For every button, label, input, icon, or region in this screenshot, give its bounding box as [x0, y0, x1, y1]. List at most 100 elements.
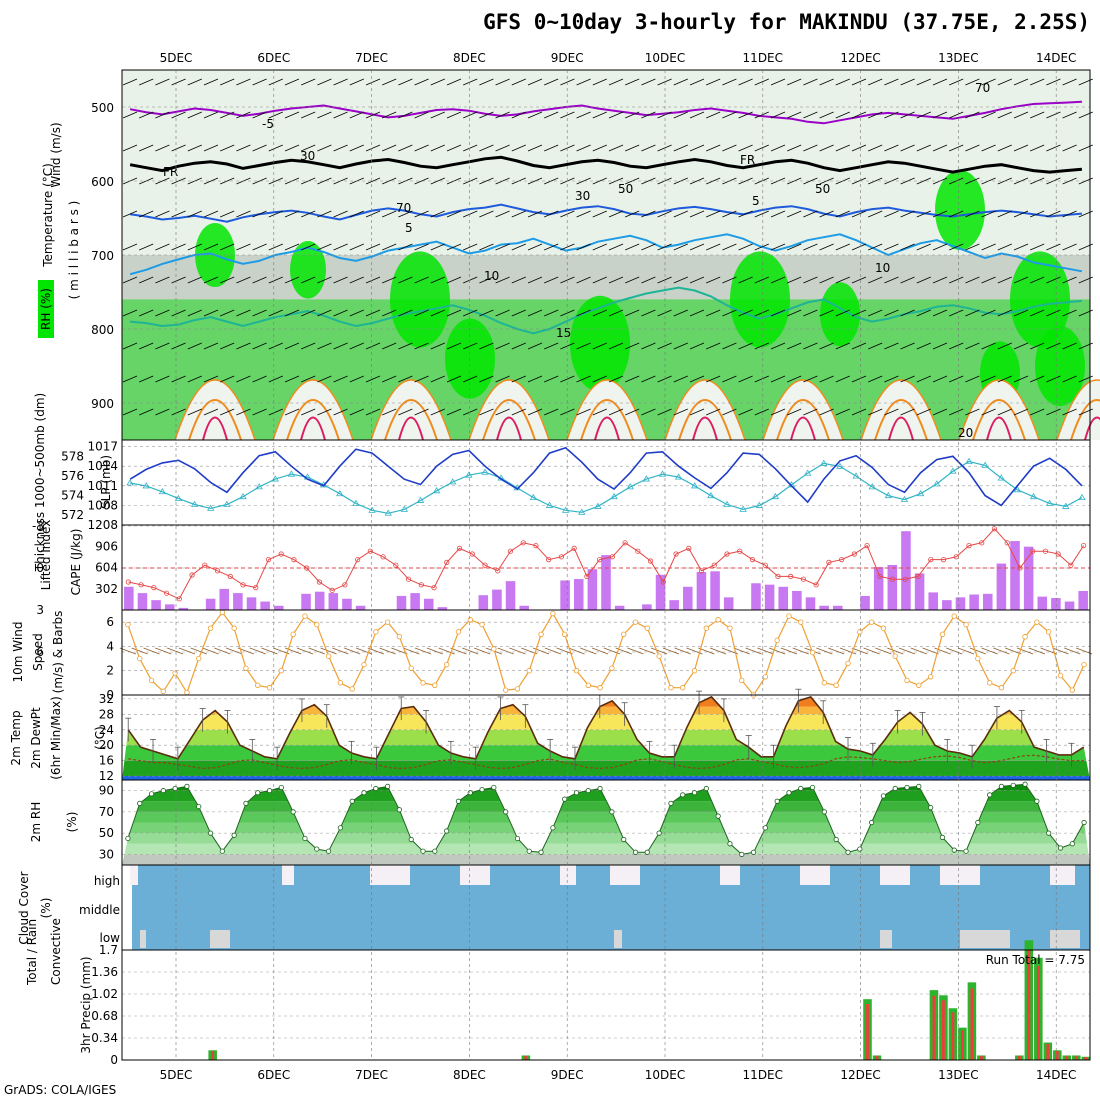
rh-point: [774, 798, 780, 804]
pressure-tick-label: 700: [91, 249, 114, 263]
wind-barb: [981, 210, 996, 218]
wind-barb: [365, 342, 381, 350]
wind-barb: [252, 309, 267, 317]
wind-barb: [997, 276, 1012, 284]
wind-barb: [608, 111, 624, 119]
wind-barb: [997, 342, 1012, 350]
temp-tick-label: 24: [99, 723, 114, 737]
wind-speed-point: [927, 674, 934, 680]
wind-barb: [900, 309, 915, 317]
wind-barb: [738, 309, 753, 317]
wind-barb: [770, 342, 786, 350]
ylabel-2m-temp: 2m Temp: [9, 710, 23, 765]
wind-barb-10m: [166, 647, 184, 655]
wind-barb: [284, 210, 300, 218]
wind-barb: [252, 210, 267, 218]
rh-moist-area: [1035, 326, 1085, 406]
wind-barb: [932, 144, 948, 152]
wind-barb-10m: [296, 647, 314, 655]
wind-speed-point: [1022, 634, 1028, 640]
wind-barb: [657, 408, 672, 416]
thickness-point: [352, 499, 360, 506]
wind-barb: [317, 375, 332, 383]
wind-barb: [122, 375, 138, 383]
wind-barb: [382, 375, 397, 383]
temp-isotherm-hot: [692, 416, 718, 441]
li-point: [877, 573, 883, 580]
wind-speed-point: [538, 631, 544, 637]
thickness-point: [126, 479, 134, 486]
wind-barb: [268, 276, 283, 284]
cape-bar: [587, 569, 598, 610]
wind-barb: [932, 210, 948, 218]
rh-tick-label: 30: [99, 847, 114, 861]
rh-point: [172, 785, 178, 792]
wind-barb: [1062, 144, 1077, 152]
isotherm-line: [129, 100, 1082, 125]
wind-barb-10m: [568, 647, 585, 655]
wind-barb: [803, 342, 818, 350]
wind-barb: [738, 144, 753, 152]
cape-bar: [219, 588, 230, 610]
li-point: [214, 568, 221, 574]
temp-isotherm-hot: [202, 416, 228, 441]
wind-barb: [932, 408, 948, 416]
wind-barb: [722, 375, 737, 383]
wind-barb: [511, 78, 526, 86]
ylabel-rh-units: (%): [65, 812, 79, 833]
wind-barb: [949, 375, 964, 383]
wind-barb: [301, 111, 316, 119]
wind-barb: [851, 342, 867, 350]
wind-barb-10m: [627, 647, 644, 655]
wind-barb: [382, 243, 397, 251]
rh-moist-area: [445, 318, 495, 399]
temp-isotherm-hot: [1084, 416, 1100, 441]
wind-barb: [139, 111, 154, 119]
li-point: [609, 554, 615, 560]
wind-barb: [689, 111, 705, 119]
rh-point: [857, 846, 863, 852]
wind-barb: [1030, 144, 1045, 152]
wind-barb: [495, 210, 510, 218]
ylabel-cloud-units: (%): [39, 898, 53, 919]
wind-barb-10m: [332, 647, 349, 655]
wind-barb: [317, 243, 332, 251]
wind-barb: [284, 342, 300, 350]
rh-point: [987, 792, 993, 798]
wind-barb: [1013, 375, 1029, 383]
li-point: [558, 554, 565, 560]
wind-barb: [851, 408, 867, 416]
wind-barb: [414, 177, 429, 185]
li-point: [291, 556, 297, 563]
wind-barb: [641, 309, 656, 317]
wind-barb: [932, 78, 948, 86]
cloud-gap: [370, 865, 410, 885]
li-point: [571, 545, 577, 552]
contour-label: 10: [875, 261, 890, 275]
rh-moist-area: [570, 295, 630, 392]
cloud-gap: [1050, 865, 1075, 885]
wind-barb: [220, 309, 235, 317]
wind-barb: [333, 408, 348, 416]
cape-bar: [260, 601, 270, 610]
wind-barb: [301, 210, 316, 218]
wind-barb: [1013, 177, 1029, 185]
precip-convective-bar: [960, 1030, 964, 1060]
wind-barb: [625, 210, 640, 218]
wind-barb: [981, 78, 996, 86]
wind-speed-point: [986, 680, 993, 686]
wind-barb: [981, 342, 996, 350]
wind-barb: [625, 243, 640, 251]
wind-barb: [544, 375, 559, 383]
thickness-point: [997, 474, 1005, 481]
wind-speed-point: [502, 687, 509, 693]
contour-label: 30: [575, 189, 590, 203]
wind-barb: [252, 78, 267, 86]
thickness-point: [691, 482, 699, 489]
wind-barb: [446, 276, 462, 284]
wind-barb: [122, 408, 138, 416]
day-label-bottom: 6DEC: [257, 1068, 290, 1082]
wind-barb: [819, 144, 834, 152]
wind-barb: [544, 111, 559, 119]
rh-point: [1057, 845, 1064, 851]
